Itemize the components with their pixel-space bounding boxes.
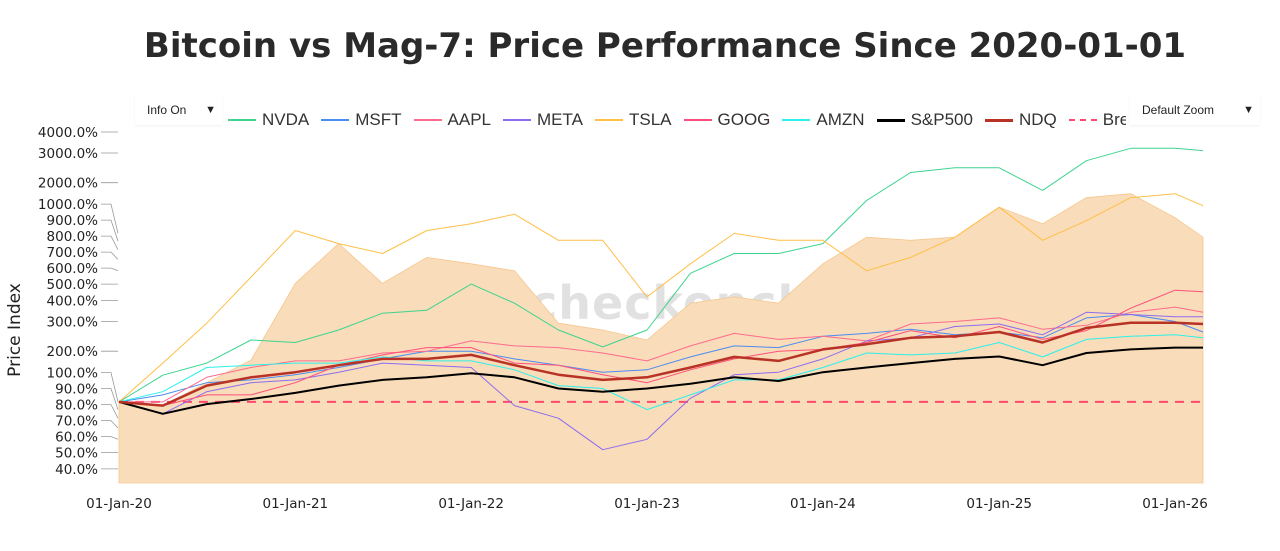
y-tick-label: 70.0% — [55, 414, 98, 430]
area-series — [118, 193, 1204, 484]
legend-item-break[interactable]: Break — [1068, 110, 1126, 130]
y-tick-label: 50.0% — [55, 446, 98, 462]
y-tick-label: 100.0% — [47, 366, 99, 382]
zoom-dropdown[interactable]: Default Zoom ▼ — [1130, 95, 1260, 125]
legend-item-msft[interactable]: MSFT — [321, 110, 402, 130]
legend-swatch — [413, 119, 442, 121]
y-tick-leader — [101, 251, 119, 260]
info-dropdown-label: Info On — [147, 103, 187, 117]
y-tick-label: 4000.0% — [38, 125, 98, 141]
legend-swatch — [876, 118, 905, 122]
legend-item-amzn[interactable]: AMZN — [782, 110, 865, 130]
y-tick-label: 800.0% — [47, 229, 99, 245]
legend-label: S&P500 — [910, 110, 973, 129]
y-tick-label: 60.0% — [55, 430, 98, 446]
legend-item-sp500[interactable]: S&P500 — [876, 110, 973, 130]
y-tick-label: 600.0% — [47, 261, 99, 277]
y-tick-label: 90.0% — [55, 382, 98, 398]
y-tick-leader — [101, 404, 119, 419]
y-tick-label: 40.0% — [55, 462, 98, 478]
y-axis-label: Price Index — [5, 283, 25, 377]
series-line-aapl — [119, 306, 1204, 403]
legend-swatch — [1068, 119, 1097, 121]
legend-label: MSFT — [355, 110, 402, 129]
legend-item-ndq[interactable]: NDQ — [984, 110, 1057, 130]
y-tick-leader — [101, 235, 119, 250]
legend-item-meta[interactable]: META — [503, 110, 583, 130]
legend-swatch — [984, 118, 1013, 122]
chart-title: Bitcoin vs Mag-7: Price Performance Sinc… — [143, 26, 1187, 66]
y-tick-label: 500.0% — [47, 277, 99, 293]
zoom-dropdown-label: Default Zoom — [1142, 103, 1215, 117]
legend-swatch — [503, 119, 531, 121]
legend-label: META — [537, 110, 583, 129]
series-line-sp500 — [118, 346, 1203, 415]
legend-label: GOOG — [717, 110, 771, 129]
y-tick-leader — [101, 372, 119, 402]
y-tick-leader — [101, 436, 119, 440]
y-tick-leader — [101, 420, 119, 429]
triangle-down-icon: ▼ — [1243, 104, 1254, 116]
y-tick-leader — [101, 388, 119, 410]
y-tick-leader — [101, 267, 119, 272]
y-tick-label: 300.0% — [47, 315, 99, 331]
y-tick-label: 80.0% — [55, 398, 98, 414]
legend-label: NDQ — [1018, 110, 1057, 129]
y-tick-label: 200.0% — [47, 344, 99, 360]
legend: NVDA MSFT AAPL META TSLA GOOG AMZN S&P500 NDQ Bre… — [228, 108, 1126, 132]
x-tick-label: 01-Jan-22 — [438, 496, 504, 512]
y-tick-leader — [101, 219, 119, 242]
legend-label: AAPL — [447, 110, 491, 129]
series-line-amzn — [118, 334, 1204, 411]
legend-swatch — [782, 119, 811, 121]
legend-label: TSLA — [628, 110, 672, 129]
series-line-goog — [118, 289, 1204, 407]
series-line-ndq — [118, 321, 1204, 407]
info-dropdown[interactable]: Info On ▼ — [135, 95, 222, 125]
legend-item-goog[interactable]: GOOG — [683, 110, 771, 130]
y-tick-leader — [101, 203, 119, 234]
x-tick-label: 01-Jan-21 — [262, 496, 328, 512]
series-line-meta — [118, 311, 1203, 451]
y-tick-label: 3000.0% — [38, 146, 98, 162]
y-tick-label: 700.0% — [47, 245, 99, 261]
y-tick-label: 400.0% — [47, 293, 99, 309]
x-tick-label: 01-Jan-26 — [1142, 496, 1208, 512]
x-tick-label: 01-Jan-25 — [966, 496, 1032, 512]
x-tick-label: 01-Jan-23 — [614, 496, 680, 512]
legend-swatch — [594, 119, 623, 121]
x-tick-label: 01-Jan-24 — [790, 496, 856, 512]
legend-swatch — [683, 119, 712, 121]
y-tick-label: 1000.0% — [38, 197, 98, 213]
legend-item-aapl[interactable]: AAPL — [413, 110, 491, 130]
legend-swatch — [228, 119, 256, 121]
legend-item-nvda[interactable]: NVDA — [228, 110, 309, 130]
series-line-nvda — [118, 147, 1204, 403]
y-tick-label: 900.0% — [47, 213, 99, 229]
legend-label: AMZN — [816, 110, 865, 129]
legend-item-tsla[interactable]: TSLA — [594, 110, 672, 130]
legend-swatch — [321, 119, 350, 121]
x-tick-label: 01-Jan-20 — [86, 496, 152, 512]
legend-label: Break — [1102, 110, 1126, 129]
series-line-tsla — [118, 193, 1204, 403]
legend-label: NVDA — [262, 110, 310, 129]
y-tick-label: 2000.0% — [38, 176, 98, 192]
triangle-down-icon: ▼ — [205, 104, 216, 116]
